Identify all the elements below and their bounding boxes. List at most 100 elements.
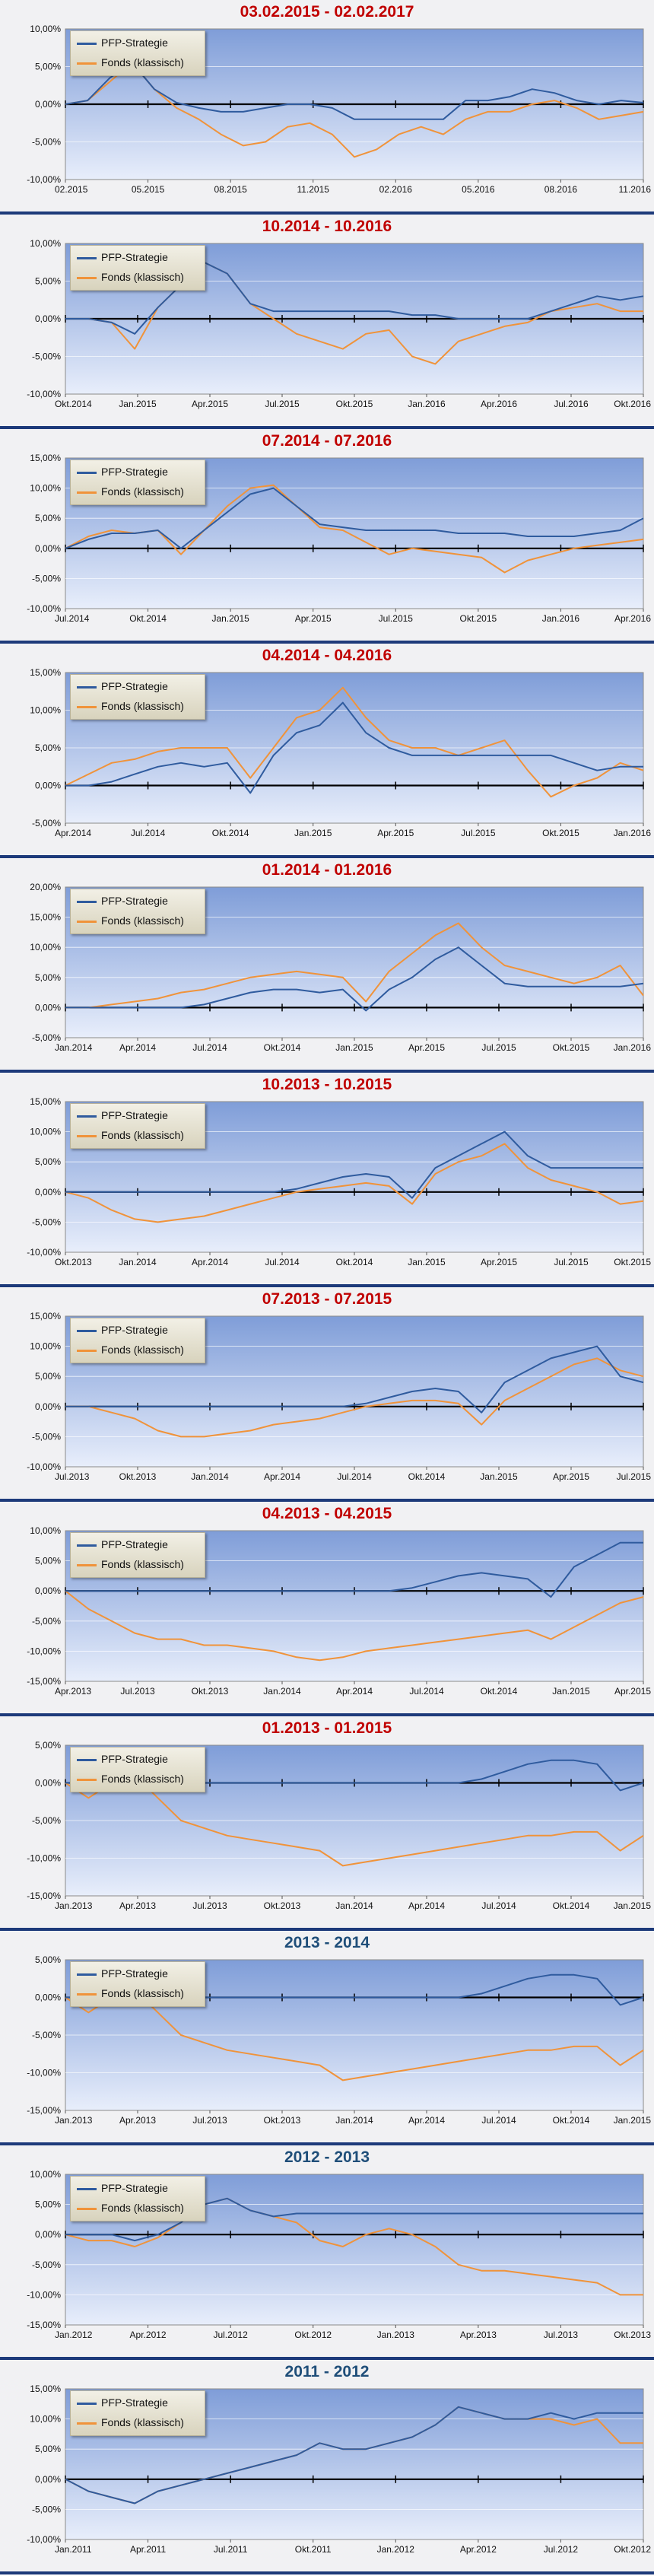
x-tick-label: Apr.2015 <box>614 1686 651 1697</box>
x-tick-label: Okt.2014 <box>553 1900 590 1911</box>
y-tick-label: 15,00% <box>30 1096 61 1107</box>
x-tick-label: Okt.2015 <box>336 399 373 409</box>
y-tick-label: 0,00% <box>35 2474 61 2485</box>
y-tick-label: -10,00% <box>27 1461 61 1472</box>
legend-swatch <box>77 1134 97 1137</box>
x-tick-label: Jan.2014 <box>55 1042 93 1053</box>
y-tick-label: -10,00% <box>27 2289 61 2300</box>
x-tick-label: Okt.2012 <box>614 2544 651 2555</box>
y-tick-label: -10,00% <box>27 2534 61 2545</box>
chart-legend: PFP-Strategie Fonds (klassisch) <box>70 245 205 291</box>
y-tick-label: -10,00% <box>27 603 61 614</box>
x-tick-label: Jul.2015 <box>481 1042 516 1053</box>
x-tick-label: Jan.2015 <box>614 1900 652 1911</box>
chart-panel: 04.2014 - 04.2016 -5,00% 0,00% 5,00% 10,00% 1… <box>0 644 654 858</box>
legend-label: PFP-Strategie <box>101 1967 168 1980</box>
y-tick-label: -5,00% <box>32 1815 61 1826</box>
series-line-pfp-strategie <box>65 946 644 1012</box>
chart-panel: 07.2014 - 07.2016 -10,00% -5,00% 0,00% 5,00%… <box>0 429 654 644</box>
chart-title: 07.2013 - 07.2015 <box>262 1290 392 1308</box>
legend-entry: PFP-Strategie <box>77 2395 168 2410</box>
chart-title: 2011 - 2012 <box>284 2363 370 2380</box>
y-tick-label: 10,00% <box>30 2169 61 2180</box>
series-line-fonds <box>65 1357 644 1438</box>
y-tick-label: 5,00% <box>35 1156 61 1167</box>
x-tick-label: Jul.2011 <box>214 2544 248 2555</box>
x-tick-label: Okt.2014 <box>212 828 249 838</box>
x-tick-label: Okt.2013 <box>264 1900 301 1911</box>
legend-label: PFP-Strategie <box>101 466 168 478</box>
x-tick-label: Okt.2014 <box>336 1257 373 1267</box>
x-tick-label: Apr.2012 <box>460 2544 497 2555</box>
x-tick-label: Apr.2013 <box>119 1900 156 1911</box>
chart-title: 01.2014 - 01.2016 <box>262 861 392 879</box>
x-tick-label: Apr.2011 <box>130 2544 166 2555</box>
y-tick-label: 5,00% <box>35 513 61 523</box>
x-tick-label: Okt.2014 <box>129 613 167 624</box>
y-tick-label: 0,00% <box>35 313 61 324</box>
legend-swatch <box>77 491 97 494</box>
x-tick-label: Jul.2014 <box>481 1900 516 1911</box>
legend-swatch <box>77 276 97 279</box>
x-tick-label: Jul.2013 <box>192 1900 227 1911</box>
x-tick-label: Jul.2015 <box>265 399 300 409</box>
legend-entry: Fonds (klassisch) <box>77 1342 184 1357</box>
series-line-pfp-strategie <box>65 701 643 794</box>
y-tick-label: 0,00% <box>35 99 61 110</box>
x-tick-label: Jan.2016 <box>408 399 446 409</box>
chart-panel: 03.02.2015 - 02.02.2017 -10,00% -5,00% 0,00… <box>0 0 654 215</box>
x-tick-label: Jan.2016 <box>614 1042 652 1053</box>
legend-entry: PFP-Strategie <box>77 1108 168 1123</box>
chart-title: 2012 - 2013 <box>284 2148 370 2166</box>
chart-svg: -10,00% -5,00% 0,00% 5,00% 10,00% 15,00% Jul.2… <box>27 453 651 624</box>
y-tick-label: -10,00% <box>27 1247 61 1258</box>
x-tick-label: Jan.2014 <box>335 1900 373 1911</box>
legend-label: PFP-Strategie <box>101 2182 168 2194</box>
x-tick-label: Okt.2015 <box>553 1042 590 1053</box>
y-tick-label: -10,00% <box>27 2068 61 2078</box>
y-tick-label: 0,00% <box>35 1992 61 2003</box>
x-tick-label: Jul.2014 <box>192 1042 227 1053</box>
y-tick-label: -10,00% <box>27 1646 61 1656</box>
x-tick-label: Jan.2016 <box>614 828 652 838</box>
chart-title: 04.2014 - 04.2016 <box>262 647 392 664</box>
x-tick-label: Jul.2015 <box>554 1257 589 1267</box>
y-tick-label: 0,00% <box>35 1187 61 1197</box>
x-tick-label: Apr.2013 <box>119 2115 156 2126</box>
legend-entry: Fonds (klassisch) <box>77 269 184 285</box>
y-tick-label: -5,00% <box>32 1431 61 1442</box>
legend-swatch <box>77 1544 97 1547</box>
x-tick-label: Okt.2012 <box>294 2330 332 2340</box>
chart-title: 07.2014 - 07.2016 <box>262 432 392 450</box>
legend-label: Fonds (klassisch) <box>101 914 184 927</box>
x-tick-label: Jan.2013 <box>55 1900 93 1911</box>
x-tick-label: Okt.2013 <box>614 2330 651 2340</box>
x-tick-label: Jul.2013 <box>55 1471 90 1482</box>
x-tick-label: Jan.2012 <box>377 2544 415 2555</box>
y-tick-label: 10,00% <box>30 238 61 249</box>
series-line-fonds <box>65 1143 644 1223</box>
x-tick-label: Apr.2014 <box>408 2115 445 2126</box>
x-tick-label: Apr.2015 <box>408 1042 445 1053</box>
chart-svg: -10,00% -5,00% 0,00% 5,00% 10,00% 15,00% Okt.2… <box>27 1096 651 1267</box>
chart-panel: 10.2013 - 10.2015 -10,00% -5,00% 0,00% 5,00%… <box>0 1073 654 1287</box>
legend-swatch <box>77 1778 97 1781</box>
y-tick-label: -5,00% <box>32 137 61 148</box>
legend-entry: Fonds (klassisch) <box>77 1986 184 2001</box>
legend-swatch <box>77 2187 97 2190</box>
legend-entry: PFP-Strategie <box>77 679 168 694</box>
x-tick-label: Apr.2015 <box>377 828 414 838</box>
x-tick-label: Okt.2014 <box>264 1042 301 1053</box>
legend-entry: Fonds (klassisch) <box>77 698 184 714</box>
x-tick-label: 02.2016 <box>379 184 413 195</box>
x-tick-label: 02.2015 <box>55 184 88 195</box>
chart-panel: 2013 - 2014 -15,00% -10,00% -5,00% 0,00% 5,00… <box>0 1931 654 2145</box>
legend-label: Fonds (klassisch) <box>101 2202 184 2214</box>
x-tick-label: Jan.2011 <box>55 2544 92 2555</box>
legend-entry: Fonds (klassisch) <box>77 913 184 928</box>
series-line-pfp-strategie <box>65 1131 643 1199</box>
x-tick-label: Jul.2014 <box>131 828 166 838</box>
x-tick-label: 05.2015 <box>132 184 165 195</box>
y-tick-label: -10,00% <box>27 1853 61 1864</box>
y-tick-label: -5,00% <box>32 2030 61 2040</box>
